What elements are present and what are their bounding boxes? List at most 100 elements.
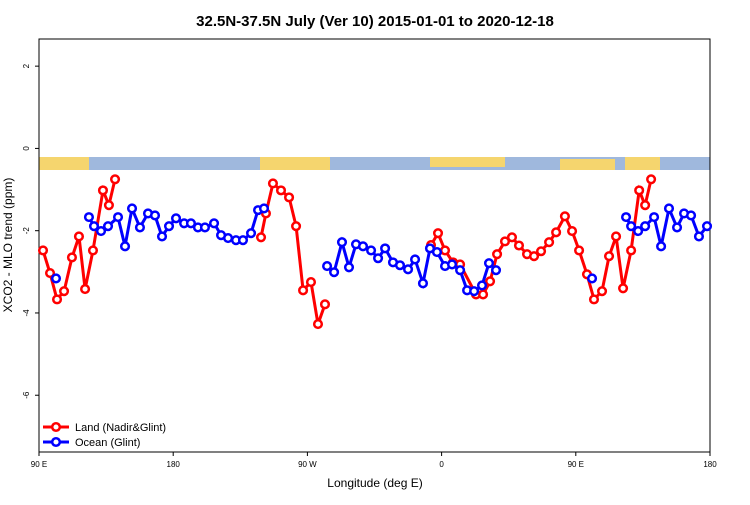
y-tick-label: -2 — [22, 227, 31, 235]
plot-frame — [38, 38, 711, 453]
point — [403, 264, 414, 275]
x-axis-label: Longitude (deg E) — [327, 476, 422, 490]
legend-marker — [50, 436, 62, 448]
point — [163, 221, 175, 232]
point — [80, 284, 91, 295]
point — [559, 211, 570, 222]
point — [587, 273, 598, 284]
point — [671, 222, 683, 233]
point — [439, 245, 451, 256]
point — [536, 246, 547, 257]
point — [87, 245, 99, 256]
point — [66, 252, 78, 263]
point — [343, 262, 355, 273]
point — [485, 276, 496, 287]
point — [528, 251, 540, 262]
point — [258, 203, 270, 214]
point — [44, 268, 56, 279]
point — [499, 236, 511, 247]
point — [544, 237, 555, 248]
point — [633, 226, 644, 237]
point — [513, 240, 525, 251]
point — [109, 174, 121, 185]
point — [312, 319, 324, 330]
point — [686, 210, 697, 221]
point — [432, 228, 444, 239]
point — [596, 286, 608, 297]
point — [621, 212, 632, 223]
legend-label: Ocean (Glint) — [75, 437, 140, 449]
point — [640, 221, 651, 232]
point — [156, 231, 168, 242]
point — [134, 222, 145, 233]
point — [199, 222, 211, 233]
point — [574, 245, 585, 256]
point — [478, 289, 489, 300]
x-tick-label: 90 W — [298, 460, 317, 469]
point — [663, 203, 675, 214]
point — [88, 221, 100, 232]
point — [357, 241, 369, 252]
point — [149, 210, 161, 221]
x-tick-label: 180 — [703, 460, 717, 469]
point — [373, 253, 384, 264]
point — [126, 203, 138, 214]
point — [298, 285, 309, 296]
point — [336, 237, 348, 248]
y-tick-label: -6 — [22, 391, 31, 399]
point — [604, 251, 615, 262]
point — [646, 174, 657, 185]
point — [446, 259, 458, 270]
point — [693, 231, 705, 242]
legend-marker — [50, 421, 62, 433]
point — [95, 226, 107, 237]
point — [656, 241, 667, 252]
point — [209, 218, 220, 229]
point — [476, 280, 488, 291]
point — [380, 243, 391, 254]
point — [83, 212, 95, 223]
y-tick-label: -4 — [22, 309, 31, 317]
point — [490, 265, 502, 276]
x-tick-label: 180 — [167, 460, 181, 469]
point — [626, 245, 637, 256]
point — [469, 286, 480, 297]
point — [284, 192, 295, 203]
point — [59, 286, 70, 297]
point — [649, 212, 660, 223]
point — [275, 185, 287, 196]
point — [245, 228, 257, 239]
point — [51, 294, 63, 305]
point — [119, 241, 131, 252]
chart-title: 32.5N-37.5N July (Ver 10) 2015-01-01 to … — [196, 13, 554, 30]
point — [701, 221, 713, 232]
point — [291, 221, 302, 232]
legend-label: Land (Nadir&Glint) — [75, 422, 166, 434]
y-tick-label: 2 — [22, 63, 31, 68]
point — [97, 185, 109, 196]
point — [492, 249, 503, 260]
point — [567, 226, 578, 237]
point — [626, 221, 637, 232]
x-tick-label: 90 E — [31, 460, 47, 469]
point — [50, 273, 62, 284]
point — [103, 200, 114, 211]
point — [394, 260, 406, 271]
point — [329, 267, 340, 278]
point — [112, 212, 124, 223]
point — [455, 265, 466, 276]
point — [640, 200, 651, 211]
point — [588, 294, 600, 305]
point — [267, 178, 279, 189]
point — [73, 231, 85, 242]
point — [255, 232, 267, 243]
x-tick-label: 90 E — [568, 460, 584, 469]
point — [506, 232, 518, 243]
point — [305, 277, 317, 288]
y-axis-label: XCO2 - MLO trend (ppm) — [1, 178, 15, 313]
point — [322, 261, 333, 272]
point — [237, 235, 249, 246]
point — [319, 299, 331, 310]
point — [417, 278, 429, 289]
